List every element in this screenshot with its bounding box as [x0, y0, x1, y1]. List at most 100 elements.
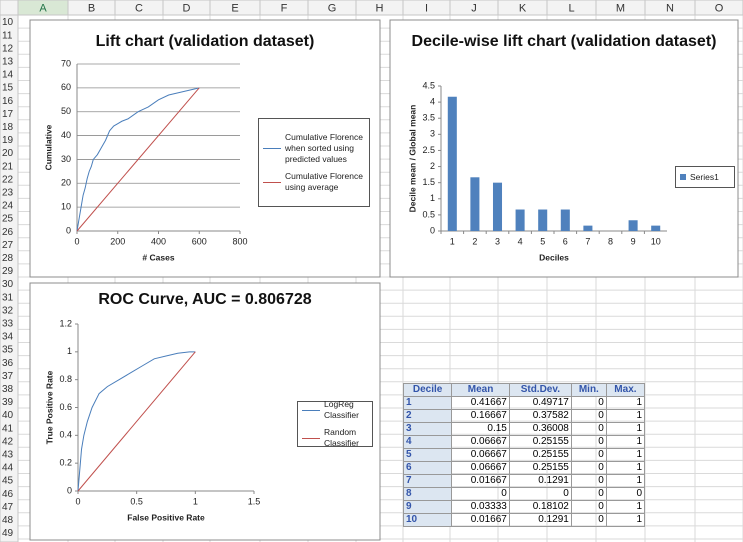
column-header-label: C: [135, 2, 143, 14]
table-cell: 0: [570, 396, 607, 410]
row-header-label: 32: [2, 305, 14, 316]
table-cell: 1: [605, 500, 646, 514]
legend-swatch: [263, 181, 281, 183]
y-tick-label: 1.2: [59, 318, 72, 328]
row-header-label: 40: [2, 410, 14, 421]
y-tick-label: 0: [67, 485, 72, 495]
x-tick-label: 600: [192, 236, 207, 246]
table-cell: 0: [605, 487, 646, 501]
row-header-label: 23: [2, 187, 14, 198]
table-row: 9 0.03333 0.18102 0 1: [402, 500, 646, 514]
column-header-label: I: [425, 2, 428, 14]
row-header-label: 39: [2, 397, 14, 408]
table-header-cell: Min.: [570, 383, 607, 397]
table-cell: 0: [570, 500, 607, 514]
row-header-label: 42: [2, 436, 14, 447]
chart-title: Decile-wise lift chart (validation datas…: [411, 33, 717, 50]
table-cell: 0.41667: [451, 396, 510, 410]
table-cell: 0.36008: [508, 422, 572, 436]
bar: [470, 177, 480, 231]
row-header-label: 13: [2, 56, 14, 67]
stats-table: Decile Mean Std.Dev. Min. Max. 1 0.41667 0.4971…: [402, 383, 646, 527]
table-cell: 0.01667: [451, 474, 510, 488]
row-header-label: 28: [2, 253, 14, 264]
row-header-label: 41: [2, 423, 14, 434]
x-tick-label: 0: [75, 496, 80, 506]
row-header-label: 46: [2, 489, 14, 500]
bar: [560, 209, 570, 231]
row-header-label: 25: [2, 214, 14, 225]
x-tick-label: 9: [631, 236, 636, 246]
table-header-cell: Mean: [451, 383, 510, 397]
legend-item: Cumulative Florence when sorted using pr…: [263, 132, 365, 165]
y-tick-label: 40: [61, 130, 71, 140]
row-header-label: 49: [2, 528, 14, 539]
row-header-label: 43: [2, 449, 14, 460]
column-header: [694, 0, 743, 16]
y-axis-title: Decile mean / Global mean: [407, 105, 417, 213]
table-cell: 3: [402, 422, 453, 436]
y-tick-label: 0.5: [422, 209, 435, 219]
table-cell: 2: [402, 409, 453, 423]
row-header-label: 35: [2, 345, 14, 356]
column-header-label: O: [715, 2, 724, 14]
row-header-label: 37: [2, 371, 14, 382]
table-row: 4 0.06667 0.25155 0 1: [402, 435, 646, 449]
legend: Series1: [675, 166, 735, 188]
x-tick-label: 1.5: [248, 496, 261, 506]
column-header-label: E: [231, 2, 238, 14]
y-tick-label: 1: [430, 193, 435, 203]
x-tick-label: 200: [110, 236, 125, 246]
row-header-label: 16: [2, 96, 14, 107]
table-header-cell: Decile: [402, 383, 453, 397]
row-header-label: 10: [2, 17, 14, 28]
chart-title: ROC Curve, AUC = 0.806728: [98, 291, 312, 308]
row-header-label: 26: [2, 227, 14, 238]
y-tick-label: 1: [67, 346, 72, 356]
legend-label: Random Classifier: [324, 427, 359, 448]
column-header-label: J: [471, 2, 477, 14]
bar: [651, 225, 661, 231]
table-cell: 1: [605, 409, 646, 423]
y-tick-label: 0: [66, 225, 71, 235]
column-header-label: K: [519, 2, 527, 14]
table-cell: 0: [570, 474, 607, 488]
table-row: 10 0.01667 0.1291 0 1: [402, 513, 646, 527]
legend: LogReg Classifier Random Classifier: [297, 399, 373, 448]
row-header-label: 17: [2, 109, 14, 120]
y-tick-label: 0.6: [59, 402, 72, 412]
x-tick-label: 0: [74, 236, 79, 246]
bar: [492, 182, 503, 231]
table-cell: 0.06667: [451, 435, 510, 449]
row-header-bar: [0, 14, 19, 542]
x-tick-label: 10: [651, 236, 661, 246]
table-cell: 0: [570, 487, 607, 501]
table-cell: 4: [402, 435, 453, 449]
table-cell: 1: [605, 461, 646, 475]
row-header-label: 47: [2, 502, 14, 513]
legend-label: Series1: [690, 171, 719, 182]
legend-label: Cumulative Florence when sorted using pr…: [285, 132, 363, 164]
x-axis-title: False Positive Rate: [127, 512, 205, 522]
y-axis-title: Cumulative: [43, 124, 53, 170]
row-header-label: 27: [2, 240, 14, 251]
x-tick-label: 1: [193, 496, 198, 506]
y-tick-label: 0.4: [59, 430, 72, 440]
table-cell: 0: [570, 448, 607, 462]
table-cell: 8: [402, 487, 453, 501]
series-line: [77, 351, 196, 492]
y-tick-label: 20: [61, 178, 71, 188]
row-header-label: 36: [2, 358, 14, 369]
y-tick-label: 2: [430, 161, 435, 171]
table-row: 7 0.01667 0.1291 0 1: [402, 474, 646, 488]
row-header-label: 21: [2, 161, 14, 172]
x-tick-label: 5: [540, 236, 545, 246]
row-header-label: 19: [2, 135, 14, 146]
table-row: 3 0.15 0.36008 0 1: [402, 422, 646, 436]
legend-label: LogReg Classifier: [324, 399, 359, 420]
y-tick-label: 70: [61, 58, 71, 68]
row-header-label: 31: [2, 292, 14, 303]
legend-swatch: [302, 437, 320, 439]
y-tick-label: 0: [430, 225, 435, 235]
table-cell: 0.1291: [508, 513, 572, 527]
